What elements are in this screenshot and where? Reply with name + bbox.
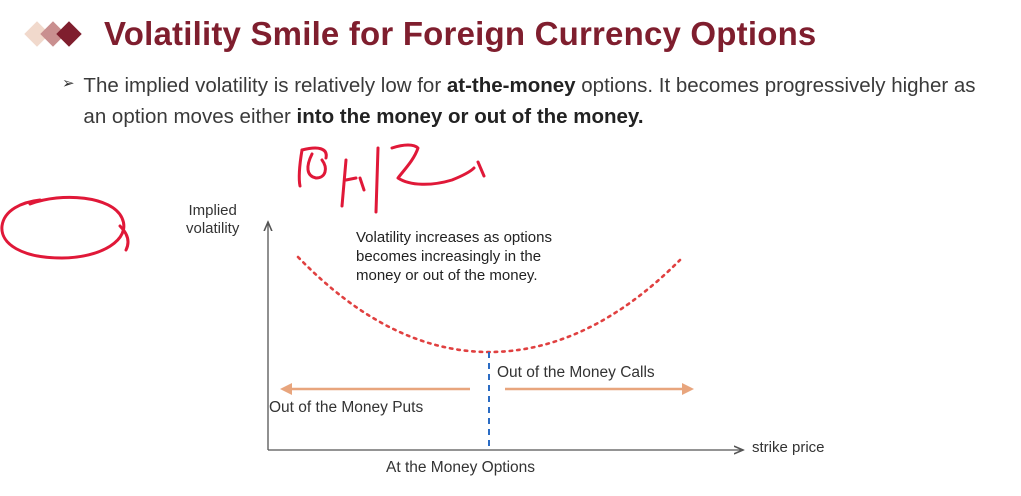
bullet-text: The implied volatility is relatively low…	[83, 70, 1002, 132]
volatility-smile-curve	[296, 255, 682, 354]
puts-arrow	[280, 383, 470, 395]
y-axis-label: Implied volatility	[186, 202, 239, 238]
annotation-line-1: Volatility increases as options	[356, 229, 552, 246]
handwritten-circled-number-icon	[0, 195, 130, 260]
smile-annotation: Volatility increases as options becomes …	[356, 228, 552, 285]
y-axis-label-line-1: Implied	[188, 202, 237, 219]
atm-label: At the Money Options	[386, 459, 536, 476]
bullet-bold-itm-otm: into the money or out of the money.	[296, 105, 644, 128]
slide-title: Volatility Smile for Foreign Currency Op…	[104, 15, 817, 52]
x-axis-label: strike price	[752, 439, 825, 456]
handwritten-note-icon	[297, 143, 486, 214]
bullet-item: ➢ The implied volatility is relatively l…	[62, 70, 1002, 132]
bullet-text-part: The implied volatility is relatively low…	[83, 74, 447, 97]
annotation-line-3: money or out of the money.	[356, 267, 538, 284]
bullet-bold-atm: at-the-money	[446, 74, 576, 97]
annotation-line-2: becomes increasingly in the	[356, 248, 542, 265]
y-axis-label-line-2: volatility	[186, 220, 240, 237]
slide-header: Volatility Smile for Foreign Currency Op…	[22, 14, 817, 54]
puts-label: Out of the Money Puts	[269, 399, 424, 416]
bullet-text-part: options. It becomes progressively higher…	[83, 74, 976, 128]
bullet-arrow-icon: ➢	[62, 74, 75, 92]
calls-arrow	[505, 383, 694, 395]
calls-label: Out of the Money Calls	[497, 364, 655, 381]
